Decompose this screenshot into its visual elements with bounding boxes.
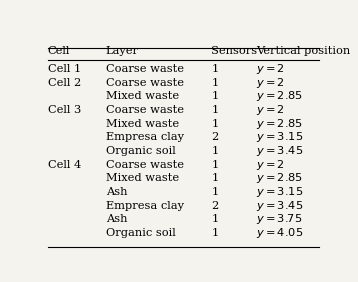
Text: 1: 1 (211, 215, 218, 224)
Text: Mixed waste: Mixed waste (106, 173, 179, 184)
Text: 1: 1 (211, 228, 218, 238)
Text: Organic soil: Organic soil (106, 146, 175, 156)
Text: Ash: Ash (106, 215, 127, 224)
Text: 2: 2 (211, 201, 218, 211)
Text: Coarse waste: Coarse waste (106, 64, 184, 74)
Text: Mixed waste: Mixed waste (106, 119, 179, 129)
Text: 2: 2 (211, 133, 218, 142)
Text: Coarse waste: Coarse waste (106, 78, 184, 88)
Text: Coarse waste: Coarse waste (106, 160, 184, 170)
Text: 1: 1 (211, 64, 218, 74)
Text: Cell 1: Cell 1 (48, 64, 81, 74)
Text: Cell 3: Cell 3 (48, 105, 81, 115)
Text: $y = 2$: $y = 2$ (256, 103, 285, 117)
Text: $y = 2$: $y = 2$ (256, 62, 285, 76)
Text: Empresa clay: Empresa clay (106, 201, 184, 211)
Text: 1: 1 (211, 173, 218, 184)
Text: Layer: Layer (106, 46, 139, 56)
Text: Ash: Ash (106, 187, 127, 197)
Text: $y = 3.75$: $y = 3.75$ (256, 213, 302, 226)
Text: $y = 3.15$: $y = 3.15$ (256, 185, 303, 199)
Text: $y = 4.05$: $y = 4.05$ (256, 226, 303, 240)
Text: $y = 2$: $y = 2$ (256, 158, 285, 172)
Text: $y = 2$: $y = 2$ (256, 76, 285, 90)
Text: 1: 1 (211, 78, 218, 88)
Text: 1: 1 (211, 160, 218, 170)
Text: Cell 2: Cell 2 (48, 78, 81, 88)
Text: Mixed waste: Mixed waste (106, 91, 179, 101)
Text: $y = 3.15$: $y = 3.15$ (256, 130, 303, 144)
Text: $y = 2.85$: $y = 2.85$ (256, 171, 303, 186)
Text: $y = 3.45$: $y = 3.45$ (256, 144, 303, 158)
Text: $y = 3.45$: $y = 3.45$ (256, 199, 303, 213)
Text: 1: 1 (211, 105, 218, 115)
Text: Sensors: Sensors (211, 46, 257, 56)
Text: 1: 1 (211, 91, 218, 101)
Text: Cell 4: Cell 4 (48, 160, 81, 170)
Text: Vertical position: Vertical position (256, 46, 350, 56)
Text: Organic soil: Organic soil (106, 228, 175, 238)
Text: 1: 1 (211, 146, 218, 156)
Text: $y = 2.85$: $y = 2.85$ (256, 89, 303, 103)
Text: 1: 1 (211, 119, 218, 129)
Text: 1: 1 (211, 187, 218, 197)
Text: Cell: Cell (48, 46, 70, 56)
Text: Empresa clay: Empresa clay (106, 133, 184, 142)
Text: $y = 2.85$: $y = 2.85$ (256, 117, 303, 131)
Text: Coarse waste: Coarse waste (106, 105, 184, 115)
